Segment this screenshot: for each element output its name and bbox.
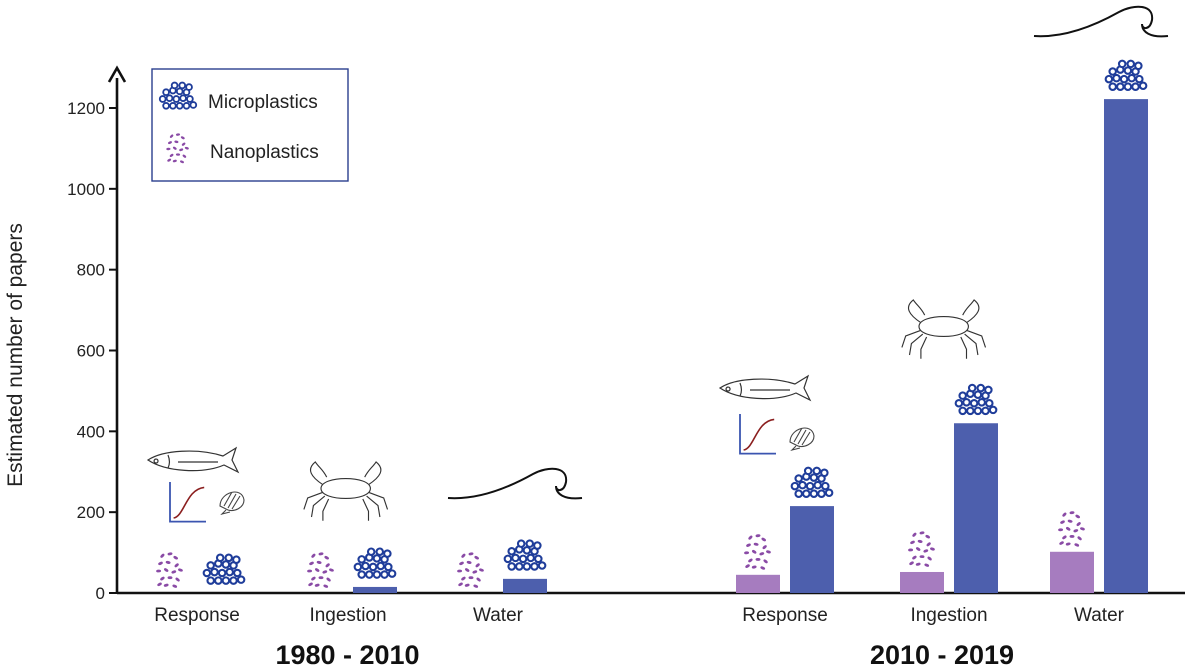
crab-icon bbox=[303, 461, 389, 521]
category-label: Water bbox=[473, 605, 524, 626]
y-tick-label: 800 bbox=[77, 261, 105, 280]
shell-icon bbox=[789, 427, 815, 452]
bars-group bbox=[353, 99, 1148, 593]
period-label: 1980 - 2010 bbox=[275, 640, 419, 667]
bar-microplastics bbox=[353, 586, 397, 593]
nanoplastics-cluster-icon bbox=[744, 534, 771, 570]
labels-group: Response Ingestion Water 1980 - 2010 Respons… bbox=[154, 605, 1124, 667]
y-tick-label: 400 bbox=[77, 422, 105, 441]
period-label: 2010 - 2019 bbox=[870, 640, 1014, 667]
y-tick-label: 0 bbox=[96, 584, 105, 603]
microplastics-legend-cluster-icon bbox=[158, 81, 198, 110]
microplastics-cluster-icon bbox=[202, 553, 246, 585]
dose-response-curve-icon bbox=[739, 414, 777, 455]
nanoplastics-cluster-icon bbox=[908, 531, 935, 567]
shell-icon bbox=[219, 491, 245, 516]
legend: Microplastics Nanoplastics bbox=[151, 68, 349, 182]
nanoplastics-cluster-icon bbox=[307, 552, 334, 588]
y-tick-label: 200 bbox=[77, 503, 105, 522]
bar-microplastics bbox=[503, 578, 547, 593]
category-label: Water bbox=[1074, 605, 1125, 626]
y-axis-group: 0 200 400 600 800 1000 1200 bbox=[67, 65, 1185, 603]
microplastics-cluster-icon bbox=[503, 539, 547, 571]
microplastics-cluster-icon bbox=[790, 466, 834, 498]
bar-nanoplastics bbox=[1050, 551, 1094, 593]
wave-icon bbox=[1033, 5, 1169, 38]
microplastics-cluster-icon bbox=[1104, 59, 1148, 91]
microplastics-cluster-icon bbox=[353, 547, 397, 579]
category-label: Ingestion bbox=[910, 605, 987, 626]
category-label: Response bbox=[742, 605, 828, 626]
microplastics-legend-icon bbox=[158, 81, 198, 110]
category-label: Response bbox=[154, 605, 240, 626]
bar-microplastics bbox=[1104, 99, 1148, 593]
fish-icon bbox=[718, 374, 812, 402]
y-axis-title: Estimated number of papers bbox=[4, 223, 27, 487]
crab-icon bbox=[901, 299, 987, 359]
fish-icon bbox=[146, 446, 240, 474]
nanoplastics-cluster-icon bbox=[156, 552, 183, 588]
icons-group bbox=[146, 5, 1169, 588]
bar-microplastics bbox=[790, 506, 834, 593]
bar-microplastics bbox=[954, 423, 998, 593]
nanoplastics-legend-cluster-icon bbox=[166, 133, 189, 164]
nanoplastics-legend-icon bbox=[166, 133, 189, 164]
wave-icon bbox=[447, 467, 583, 500]
category-label: Ingestion bbox=[309, 605, 386, 626]
nanoplastics-cluster-icon bbox=[457, 552, 484, 588]
legend-label-nanoplastics: Nanoplastics bbox=[210, 142, 319, 163]
nanoplastics-cluster-icon bbox=[1058, 511, 1085, 547]
bar-nanoplastics bbox=[736, 574, 780, 593]
y-tick-label: 1200 bbox=[67, 99, 105, 118]
dose-response-curve-icon bbox=[169, 482, 207, 523]
bar-nanoplastics bbox=[900, 571, 944, 593]
legend-label-microplastics: Microplastics bbox=[208, 92, 318, 113]
y-tick-label: 1000 bbox=[67, 180, 105, 199]
y-tick-label: 600 bbox=[77, 342, 105, 361]
y-axis-arrow-icon bbox=[107, 65, 127, 83]
microplastics-cluster-icon bbox=[954, 383, 998, 416]
